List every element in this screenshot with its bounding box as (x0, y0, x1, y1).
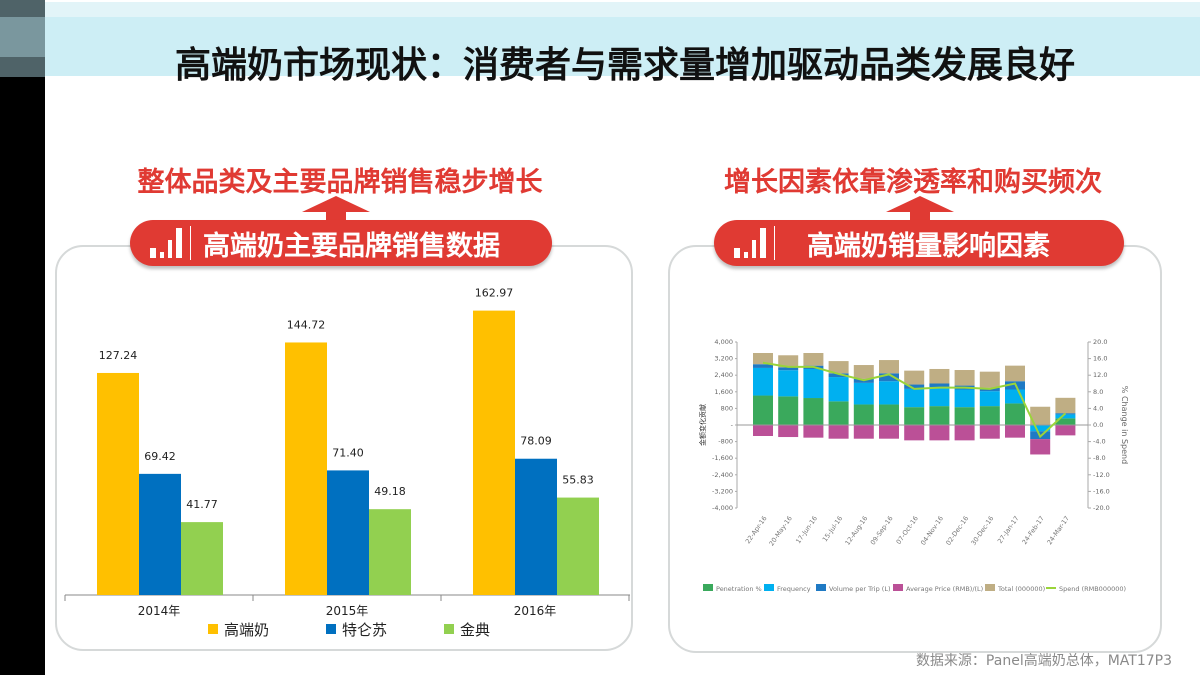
left-edge-bar (0, 0, 45, 675)
right-arrow-stem (910, 212, 930, 222)
data-source: 数据来源：Panel高端奶总体，MAT17P3 (915, 653, 1172, 669)
right-arrow-icon (886, 196, 954, 212)
title-band (45, 2, 1200, 17)
right-pill: 高端奶销量影响因素 (714, 220, 1124, 266)
right-pill-label: 高端奶销量影响因素 (807, 230, 1050, 262)
left-panel (55, 245, 633, 651)
title-band-main (45, 17, 1200, 76)
left-pill-label: 高端奶主要品牌销售数据 (203, 230, 500, 262)
left-pill: 高端奶主要品牌销售数据 (130, 220, 552, 266)
page-title: 高端奶市场现状：消费者与需求量增加驱动品类发展良好 (174, 45, 1075, 86)
left-arrow-stem (326, 212, 346, 222)
right-panel (668, 245, 1162, 653)
right-headline: 增长因素依靠渗透率和购买频次 (724, 167, 1102, 198)
left-headline: 整体品类及主要品牌销售稳步增长 (137, 167, 543, 198)
bar-chart-icon (732, 226, 775, 260)
left-arrow-icon (302, 196, 370, 212)
bar-chart-icon (148, 226, 191, 260)
